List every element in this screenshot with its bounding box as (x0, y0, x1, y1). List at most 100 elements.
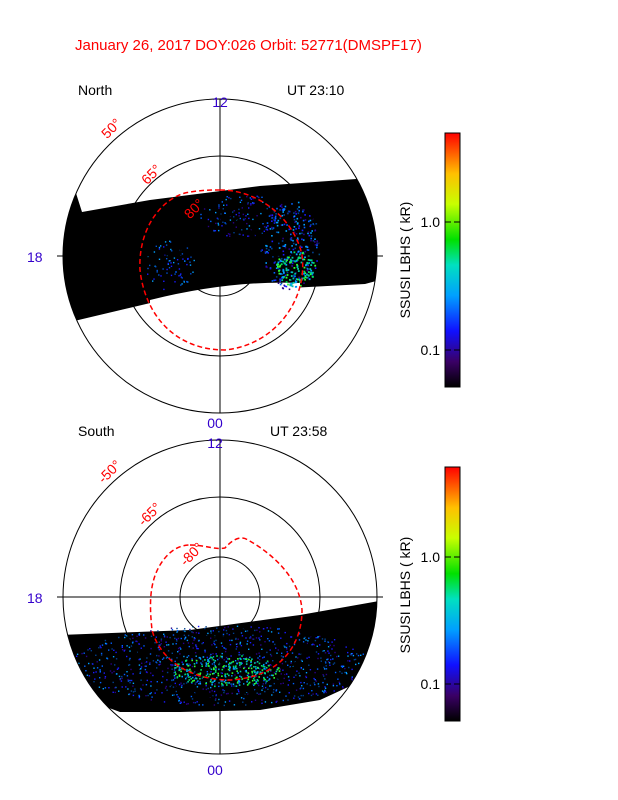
emission-speckle (240, 676, 243, 678)
emission-speckle (145, 684, 148, 686)
emission-speckle (220, 672, 222, 674)
emission-speckle (212, 653, 214, 655)
emission-speckle (98, 659, 101, 661)
emission-speckle (207, 665, 210, 667)
emission-speckle (306, 249, 309, 251)
emission-speckle (170, 664, 172, 666)
emission-speckle (346, 672, 348, 675)
emission-speckle (225, 656, 228, 659)
emission-speckle (232, 222, 235, 224)
emission-speckle (199, 682, 202, 685)
emission-speckle (283, 645, 285, 647)
emission-speckle (274, 215, 277, 218)
emission-speckle (187, 655, 190, 657)
emission-speckle (314, 671, 316, 674)
emission-speckle (317, 636, 319, 638)
emission-speckle (123, 673, 126, 676)
emission-speckle (232, 665, 235, 668)
emission-speckle (178, 674, 181, 676)
emission-speckle (303, 253, 305, 255)
emission-speckle (166, 689, 168, 691)
emission-speckle (303, 272, 305, 275)
emission-speckle (224, 679, 227, 682)
emission-speckle (314, 639, 317, 642)
emission-speckle (312, 262, 315, 264)
emission-speckle (256, 692, 258, 694)
emission-speckle (349, 653, 352, 656)
emission-speckle (237, 638, 239, 640)
emission-speckle (169, 240, 171, 242)
emission-speckle (195, 646, 198, 648)
emission-speckle (314, 267, 317, 269)
emission-speckle (246, 684, 249, 686)
emission-speckle (325, 665, 327, 667)
emission-speckle (297, 696, 300, 698)
emission-speckle (229, 662, 231, 664)
emission-speckle (213, 661, 216, 664)
emission-speckle (98, 647, 100, 649)
emission-speckle (198, 675, 200, 677)
emission-speckle (303, 682, 305, 684)
emission-speckle (297, 212, 300, 215)
emission-speckle (180, 637, 182, 640)
emission-speckle (265, 228, 268, 231)
emission-speckle (178, 663, 180, 665)
emission-speckle (173, 674, 176, 677)
emission-speckle (247, 202, 249, 204)
emission-speckle (296, 265, 299, 267)
emission-speckle (275, 690, 277, 692)
emission-speckle (274, 643, 276, 646)
emission-speckle (88, 675, 91, 677)
emission-speckle (278, 667, 280, 669)
emission-speckle (176, 631, 178, 633)
emission-speckle (174, 671, 176, 673)
emission-speckle (193, 679, 195, 682)
emission-speckle (217, 702, 219, 704)
emission-speckle (254, 689, 256, 691)
emission-speckle (111, 648, 113, 650)
emission-speckle (264, 690, 266, 693)
emission-speckle (271, 217, 273, 219)
emission-speckle (129, 679, 131, 682)
emission-speckle (325, 691, 327, 694)
emission-speckle (291, 203, 293, 205)
emission-speckle (228, 669, 231, 672)
emission-speckle (322, 681, 324, 684)
emission-speckle (263, 678, 266, 680)
emission-speckle (239, 657, 241, 660)
emission-speckle (271, 701, 273, 704)
emission-speckle (273, 672, 276, 674)
emission-speckle (281, 260, 283, 263)
emission-speckle (194, 683, 197, 685)
emission-speckle (130, 645, 133, 647)
emission-speckle (267, 225, 269, 227)
emission-speckle (271, 220, 273, 222)
emission-speckle (224, 626, 226, 629)
emission-speckle (307, 231, 310, 233)
emission-speckle (176, 657, 178, 659)
emission-speckle (289, 284, 292, 287)
emission-speckle (294, 247, 297, 250)
emission-speckle (245, 658, 247, 660)
emission-speckle (277, 219, 280, 222)
emission-speckle (194, 702, 197, 704)
emission-speckle (300, 653, 302, 656)
emission-speckle (182, 629, 185, 632)
emission-speckle (248, 658, 250, 661)
emission-speckle (289, 279, 291, 281)
emission-speckle (302, 687, 305, 690)
emission-speckle (218, 229, 220, 232)
emission-speckle (332, 683, 335, 685)
emission-speckle (300, 694, 302, 697)
emission-speckle (106, 658, 109, 660)
emission-speckle (163, 701, 166, 703)
emission-speckle (121, 677, 123, 680)
emission-speckle (263, 226, 266, 228)
emission-speckle (200, 217, 202, 219)
south-hour-00: 00 (207, 762, 223, 778)
emission-speckle (140, 689, 143, 691)
emission-speckle (298, 278, 301, 281)
emission-speckle (248, 666, 251, 668)
emission-speckle (280, 263, 283, 266)
emission-speckle (192, 642, 194, 644)
